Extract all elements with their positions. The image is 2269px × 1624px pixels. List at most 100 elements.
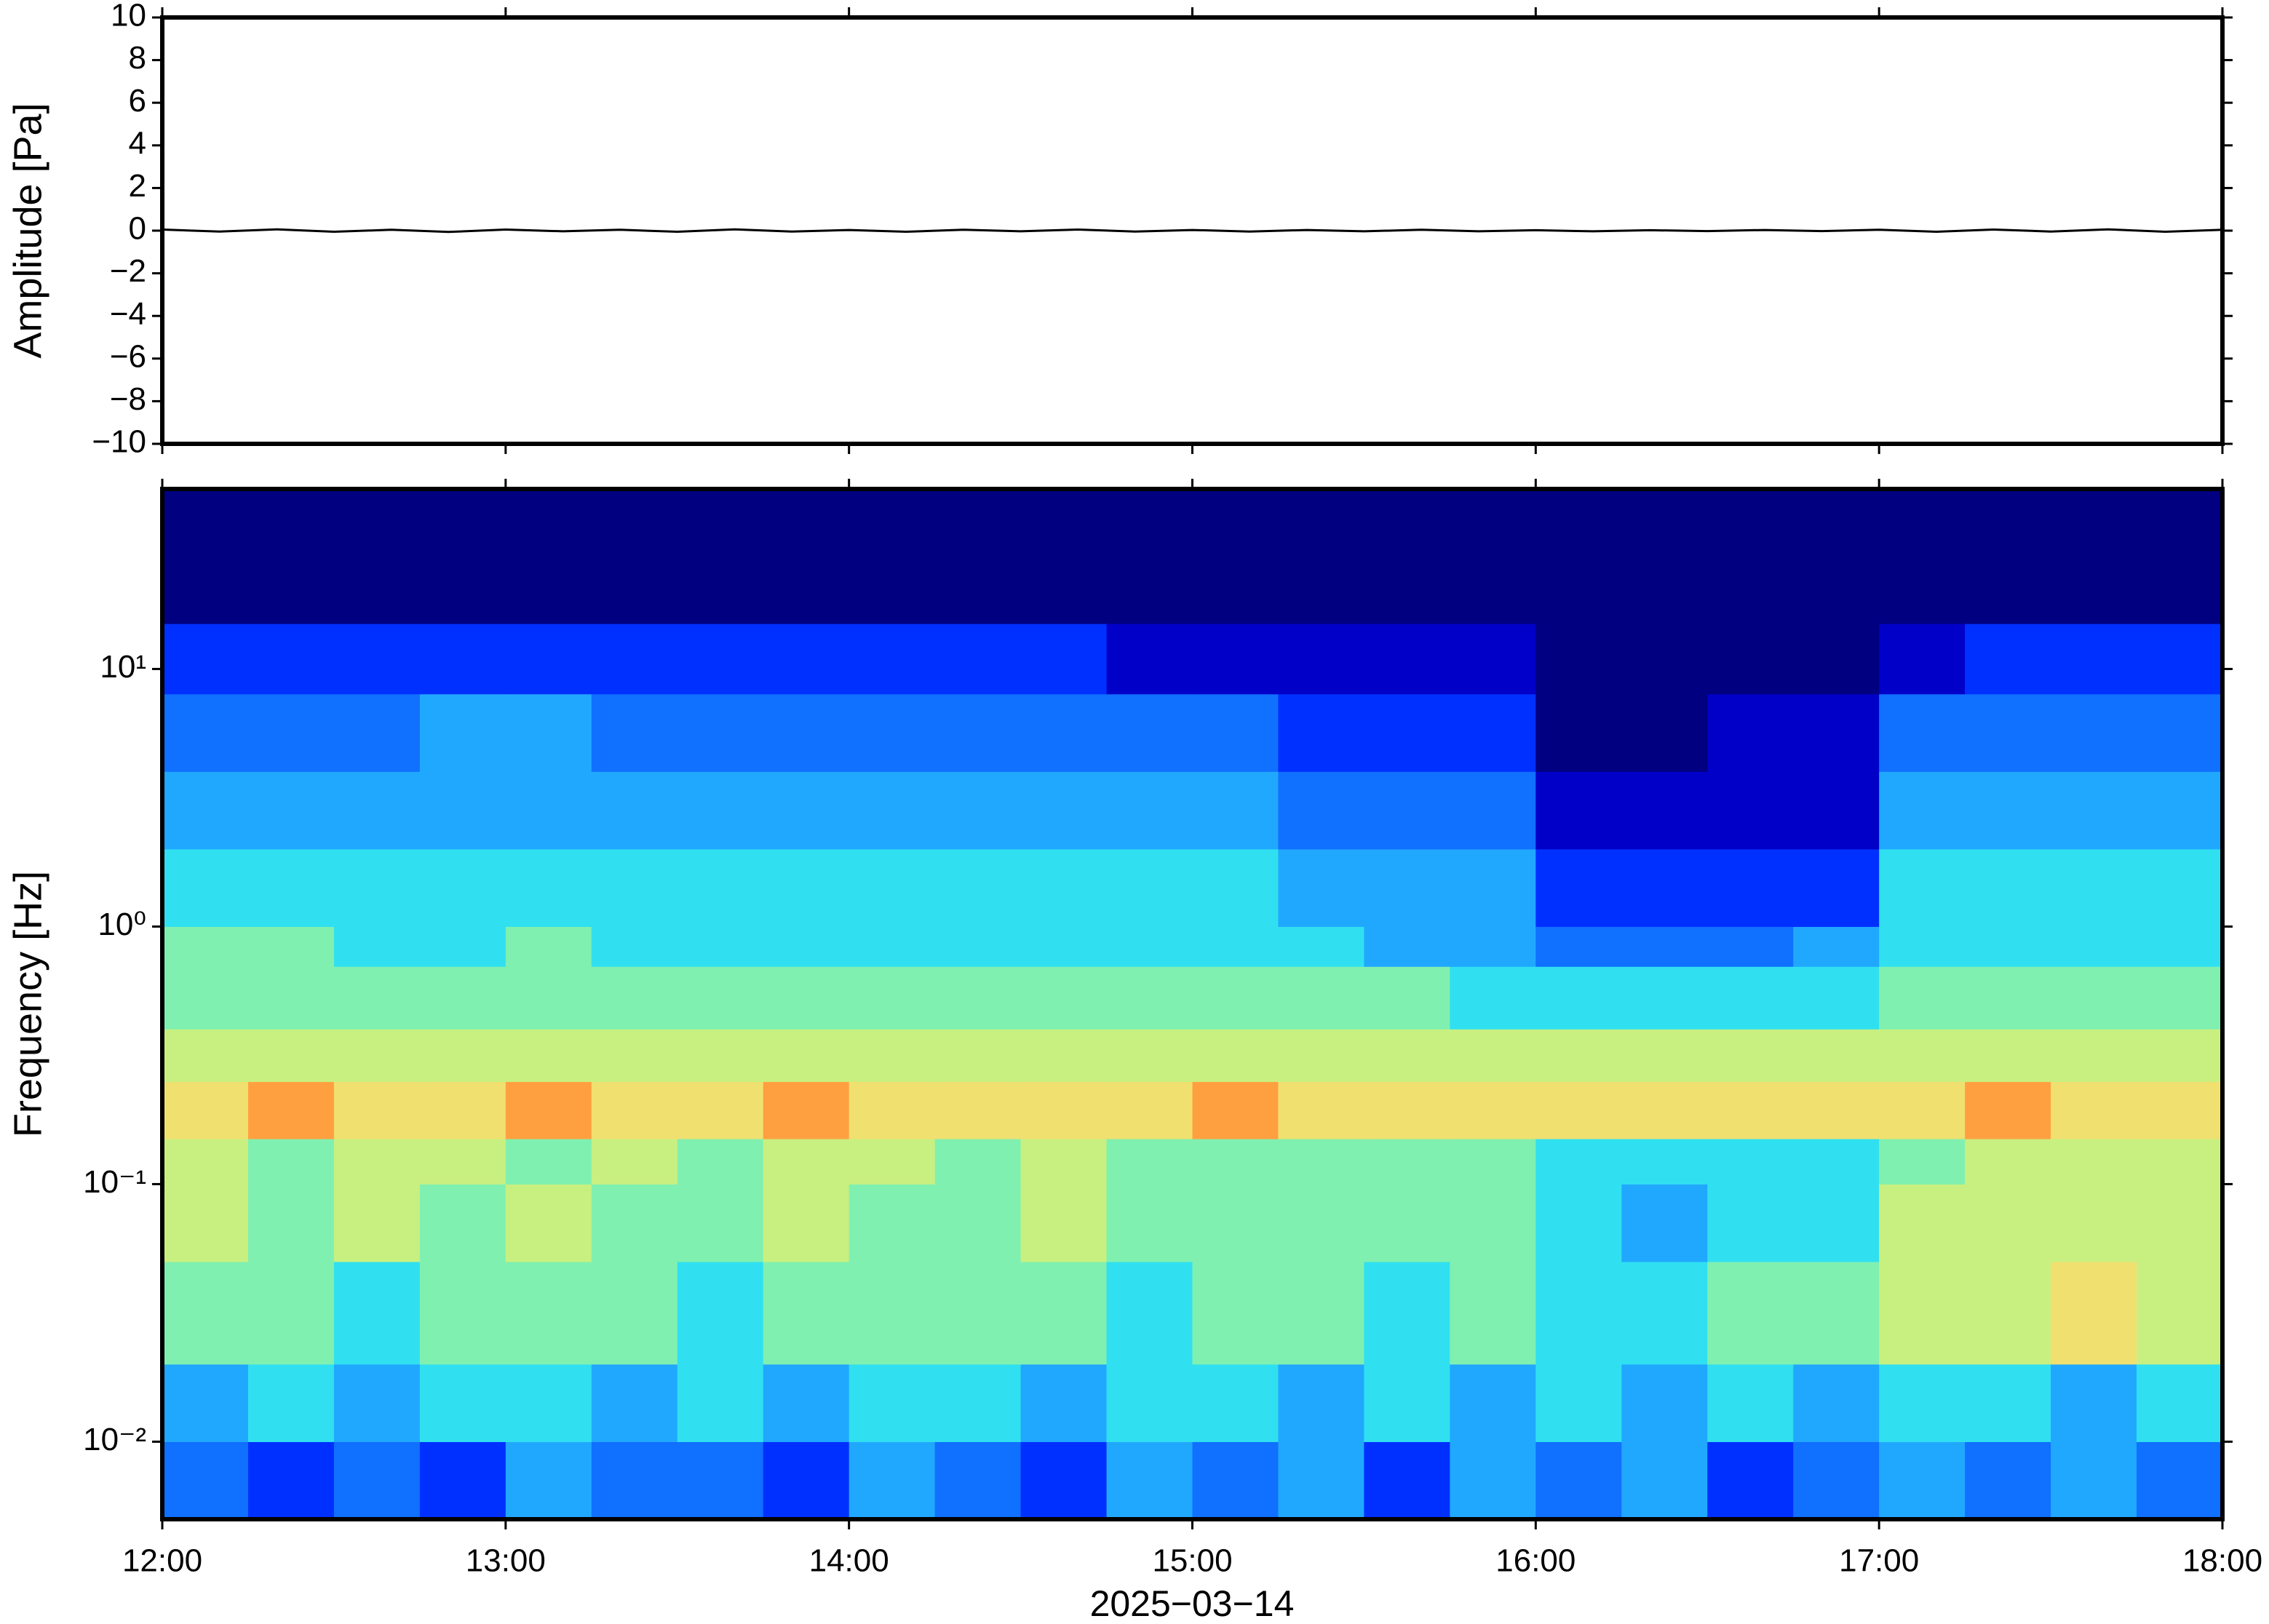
spectrogram-cell <box>1879 966 1966 1030</box>
spectrogram-cell <box>1793 926 1880 967</box>
spectrogram-cell <box>2051 966 2137 1030</box>
spectrogram-cell <box>1278 1441 1364 1520</box>
spectrogram-cell <box>2051 1081 2137 1139</box>
spectrogram-cell <box>677 489 764 624</box>
spectrogram-cell <box>2137 1262 2223 1365</box>
spectrogram-cell <box>1707 1081 1794 1139</box>
spectrogram-cell <box>1278 489 1364 624</box>
spectrogram-cell <box>1879 1441 1966 1520</box>
spectrogram-cell <box>2051 489 2137 624</box>
spectrogram-cell <box>247 771 335 850</box>
spectrogram-cell <box>1879 1262 1966 1365</box>
spectrogram-cell <box>591 1139 678 1185</box>
spectrogram-cell <box>1450 1139 1536 1185</box>
y-tick-label: −6 <box>110 338 146 374</box>
spectrogram-cell <box>1965 1139 2051 1185</box>
spectrogram-cell <box>1192 966 1279 1030</box>
spectrogram-cell <box>1535 1262 1622 1365</box>
spectrogram-cell <box>591 1184 678 1262</box>
spectrogram-cell <box>1535 693 1622 772</box>
spectrogram-cell <box>849 693 936 772</box>
spectrogram-cell <box>1707 771 1794 850</box>
spectrogram-cell <box>677 771 764 850</box>
spectrogram-cell <box>419 1364 506 1442</box>
spectrogram-cell <box>505 771 592 850</box>
spectrogram-cell <box>2137 1441 2223 1520</box>
spectrogram-cell <box>162 1139 249 1185</box>
spectrogram-cell <box>1278 1139 1364 1185</box>
spectrogram-cell <box>591 1441 678 1520</box>
spectrogram-cell <box>419 624 506 695</box>
spectrogram-cell <box>1450 771 1536 850</box>
spectrogram-cell <box>1364 1364 1450 1442</box>
spectrogram-cell <box>1965 1081 2051 1139</box>
spectrogram-cell <box>1535 624 1622 695</box>
spectrogram-cell <box>1192 1441 1279 1520</box>
plot-frame <box>160 487 2225 1521</box>
spectrogram-cell <box>1621 624 1708 695</box>
spectrogram-cell <box>849 1184 936 1262</box>
spectrogram-cell <box>1450 693 1536 772</box>
spectrogram-cell <box>1879 1081 1966 1139</box>
spectrogram-cell <box>1106 1262 1193 1365</box>
spectrogram-cell <box>419 1029 506 1083</box>
spectrogram-cell <box>333 624 421 695</box>
spectrogram-cell <box>1192 1262 1279 1365</box>
spectrogram-cell <box>333 693 421 772</box>
spectrogram-cell <box>2137 624 2223 695</box>
spectrogram-cell <box>677 848 764 927</box>
spectrogram-cell <box>1793 624 1880 695</box>
spectrogram-cell <box>1364 1081 1450 1139</box>
spectrogram-cell <box>1020 693 1108 772</box>
spectrogram-cell <box>505 489 592 624</box>
spectrogram-cell <box>505 1029 592 1083</box>
spectrogram-cell <box>1793 1441 1880 1520</box>
spectrogram-cell <box>2051 848 2137 927</box>
spectrogram-cell <box>1020 1081 1108 1139</box>
spectrogram-cell <box>1879 1139 1966 1185</box>
spectrogram-cell <box>333 966 421 1030</box>
spectrogram-cell <box>1965 848 2051 927</box>
spectrogram-cell <box>1020 1364 1108 1442</box>
spectrogram-cell <box>1106 1441 1193 1520</box>
spectrogram-cell <box>1278 1029 1364 1083</box>
spectrogram-cell <box>1020 771 1108 850</box>
spectrogram-cell <box>419 1184 506 1262</box>
spectrogram-cell <box>1106 1139 1193 1185</box>
spectrogram-cell <box>1192 848 1279 927</box>
spectrogram-cell <box>1020 624 1108 695</box>
spectrogram-cell <box>333 1029 421 1083</box>
spectrogram-cell <box>677 1184 764 1262</box>
spectrogram-cell <box>162 926 249 967</box>
spectrogram-cell <box>677 1441 764 1520</box>
spectrogram-cell <box>419 1139 506 1185</box>
spectrogram-cell <box>934 926 1022 967</box>
spectrogram-cell <box>1879 624 1966 695</box>
spectrogram-cell <box>247 1364 335 1442</box>
spectrogram-cell <box>1192 489 1279 624</box>
spectrogram-cell <box>1364 624 1450 695</box>
spectrogram-cell <box>1621 1184 1708 1262</box>
spectrogram-cell <box>1106 489 1193 624</box>
spectrogram-cell <box>1793 1081 1880 1139</box>
spectrogram-cell <box>419 848 506 927</box>
spectrogram-cell <box>1192 1139 1279 1185</box>
spectrogram-cell <box>1020 1441 1108 1520</box>
spectrogram-cell <box>934 693 1022 772</box>
spectrogram-cell <box>763 1364 850 1442</box>
spectrogram-cell <box>591 1262 678 1365</box>
spectrogram-cell <box>1192 1029 1279 1083</box>
spectrogram-cell <box>1707 624 1794 695</box>
spectrogram-cell <box>934 1081 1022 1139</box>
spectrogram-cell <box>162 1262 249 1365</box>
spectrogram-cell <box>1106 1184 1193 1262</box>
x-tick-label: 12:00 <box>122 1543 202 1579</box>
y-axis-label: Frequency [Hz] <box>6 871 49 1137</box>
spectrogram-cell <box>1965 1441 2051 1520</box>
spectrogram-cell <box>1965 926 2051 967</box>
x-tick-label: 13:00 <box>466 1543 546 1579</box>
spectrogram-cell <box>1965 771 2051 850</box>
spectrogram-cell <box>1965 693 2051 772</box>
spectrogram-cell <box>333 1441 421 1520</box>
